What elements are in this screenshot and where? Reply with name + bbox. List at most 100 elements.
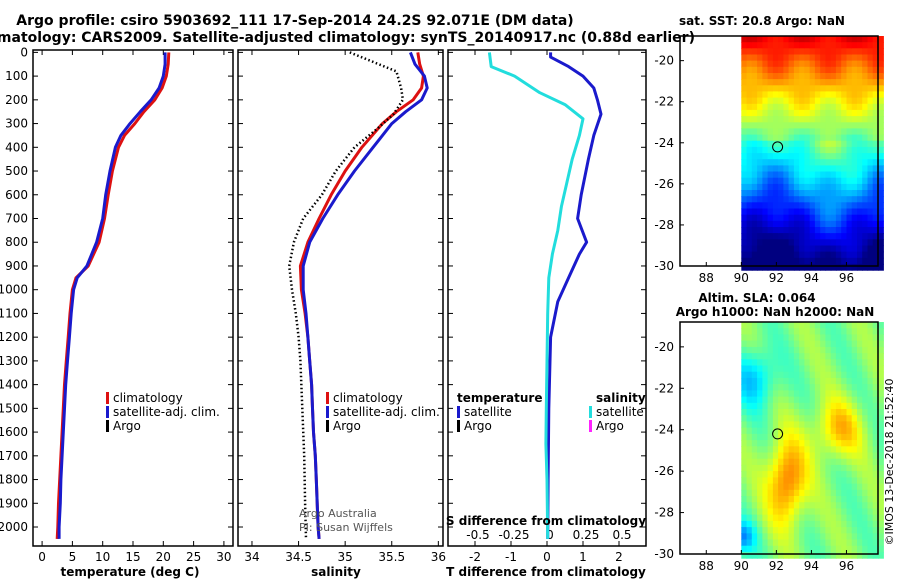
field-cell (767, 353, 774, 360)
field-cell (830, 346, 837, 354)
field-cell (751, 48, 758, 56)
field-cell (851, 257, 858, 265)
field-cell (809, 214, 816, 222)
field-cell (799, 66, 806, 74)
field-cell (778, 109, 784, 117)
field-cell (778, 539, 784, 547)
field-cell (741, 477, 748, 485)
field-cell (878, 245, 884, 253)
field-cell (788, 263, 795, 271)
field-cell (741, 328, 748, 335)
field-cell (767, 171, 774, 179)
field-cell (814, 146, 821, 154)
field-cell (835, 489, 842, 497)
field-cell (820, 384, 827, 391)
field-cell (835, 377, 842, 385)
field-cell (762, 409, 769, 416)
field-cell (825, 390, 832, 398)
x-tick-label: 34.5 (285, 550, 312, 564)
salinity-legend: climatology satellite-adj. clim. Argo (326, 391, 440, 433)
field-cell (741, 196, 748, 203)
field-cell (783, 458, 790, 466)
field-cell (793, 103, 800, 111)
depth-tick-label: 300 (5, 117, 28, 131)
imos-stamp: ©IMOS 13-Dec-2018 21:52:40 (883, 379, 896, 546)
field-cell (809, 60, 816, 68)
field-cell (830, 165, 837, 173)
field-cell (878, 477, 884, 485)
lat-tick-label: -20 (654, 54, 674, 68)
field-cell (830, 496, 837, 503)
field-cell (862, 464, 869, 472)
field-cell (757, 146, 763, 154)
field-cell (788, 251, 795, 259)
field-cell (746, 116, 753, 123)
field-cell (862, 514, 869, 522)
field-cell (783, 165, 790, 173)
field-cell (772, 371, 779, 379)
x-tick-label: 15 (125, 550, 140, 564)
field-cell (872, 60, 879, 68)
field-cell (851, 140, 858, 148)
field-cell (793, 446, 800, 454)
field-cell (830, 402, 837, 410)
field-cell (862, 520, 869, 528)
field-cell (851, 103, 858, 111)
field-cell (857, 396, 863, 404)
field-cell (783, 159, 790, 166)
field-cell (835, 116, 842, 123)
depth-axis: 0100200300400500600700800900100011001200… (0, 45, 233, 534)
field-cell (772, 263, 779, 271)
field-cell (757, 477, 763, 485)
s-diff-tick-label: 0.5 (612, 528, 631, 542)
field-cell (788, 483, 795, 491)
field-cell (825, 140, 832, 148)
field-cell (820, 190, 827, 197)
field-cell (857, 122, 863, 130)
field-cell (841, 458, 848, 466)
field-cell (778, 91, 784, 99)
field-cell (757, 42, 763, 49)
legend-swatch-sal-argo (589, 420, 592, 432)
field-cell (841, 36, 848, 43)
field-cell (846, 489, 853, 497)
field-cell (820, 196, 827, 203)
field-cell (793, 514, 800, 522)
field-cell (799, 346, 806, 354)
field-cell (830, 489, 837, 497)
field-cell (830, 91, 837, 99)
field-cell (767, 153, 774, 160)
field-cell (820, 263, 827, 271)
field-cell (809, 36, 816, 43)
field-cell (814, 377, 821, 385)
field-cell (762, 263, 769, 271)
field-cell (762, 502, 769, 509)
field-cell (825, 109, 832, 117)
field-cell (751, 196, 758, 203)
field-cell (767, 421, 774, 429)
x-tick-label: 5 (69, 550, 77, 564)
field-cell (835, 257, 842, 265)
field-cell (809, 73, 816, 80)
field-cell (751, 214, 758, 222)
field-cell (846, 60, 853, 68)
field-cell (741, 91, 748, 99)
field-cell (872, 122, 879, 130)
field-cell (751, 433, 758, 441)
field-cell (788, 328, 795, 335)
field-cell (878, 508, 884, 516)
field-cell (878, 220, 884, 228)
field-cell (814, 489, 821, 497)
field-cell (878, 91, 884, 99)
field-cell (851, 527, 858, 534)
depth-tick-label: 1800 (0, 473, 28, 487)
field-cell (778, 177, 784, 185)
field-cell (783, 116, 790, 123)
field-cell (746, 346, 753, 354)
field-cell (835, 520, 842, 528)
field-cell (862, 340, 869, 348)
field-cell (788, 214, 795, 222)
field-cell (783, 263, 790, 271)
field-cell (762, 496, 769, 503)
